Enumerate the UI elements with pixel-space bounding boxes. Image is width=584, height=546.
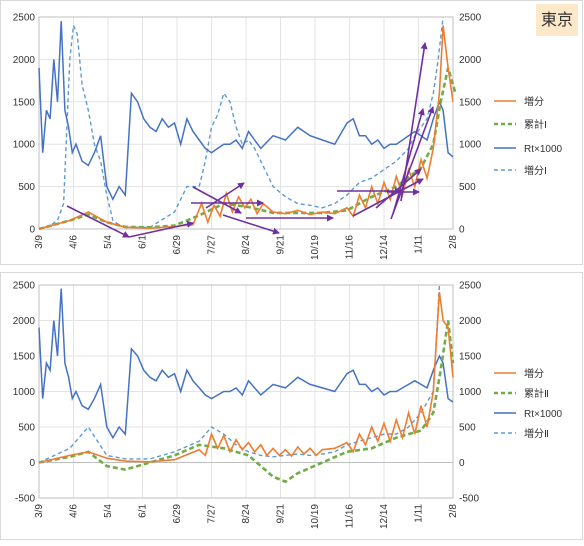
y-tick-label: 0 xyxy=(29,458,35,469)
x-tick-label: 10/19 xyxy=(310,235,321,260)
annotation-arrow xyxy=(390,106,435,220)
x-tick-label: 7/27 xyxy=(207,504,218,524)
legend-label: 累計Ⅰ xyxy=(524,118,547,131)
y-tick-label: 1500 xyxy=(13,352,36,363)
y-tick-label: 2500 xyxy=(13,13,36,24)
legend-label: 増分 xyxy=(524,367,544,380)
chart-panel-top: 0 500 1000 1500 2000 2500 0 500 1000 1500 2000 2500… xyxy=(0,0,583,265)
x-tick-label: 12/14 xyxy=(379,504,390,529)
annotation-arrow xyxy=(205,182,245,209)
x-tick-label: 6/29 xyxy=(172,504,183,524)
y2-tick-label: 0 xyxy=(459,225,465,236)
y2-tick-label: 500 xyxy=(459,182,476,193)
x-tick-label: 4/6 xyxy=(69,235,80,249)
y-tick-label: 0 xyxy=(29,225,35,236)
x-tick-label: 4/6 xyxy=(69,504,80,518)
y-tick-label: 2000 xyxy=(13,55,36,66)
y-tick-label: -500 xyxy=(15,494,35,505)
annotation-arrow xyxy=(128,220,194,238)
annotation-arrow xyxy=(222,214,280,235)
y2-tick-label: 1000 xyxy=(459,387,482,398)
y2-tick-label: 2000 xyxy=(459,55,482,66)
x-tick-label: 8/24 xyxy=(241,504,252,524)
y2-tick-label: -500 xyxy=(459,494,479,505)
y-tick-label: 2000 xyxy=(13,316,36,327)
x-tick-label: 3/9 xyxy=(34,235,45,249)
y2-tick-label: 1000 xyxy=(459,140,482,151)
x-tick-label: 2/8 xyxy=(448,235,459,249)
region-badge: 東京 xyxy=(536,4,578,36)
series-line-3 xyxy=(38,284,441,464)
x-tick-label: 5/4 xyxy=(103,504,114,518)
y2-tick-label: 1500 xyxy=(459,352,482,363)
annotation-arrow xyxy=(392,108,425,215)
legend-label: 増分Ⅱ xyxy=(524,427,549,440)
x-tick-label: 9/21 xyxy=(276,235,287,255)
legend-label: 累計Ⅱ xyxy=(524,387,549,400)
x-tick-label: 6/29 xyxy=(172,235,183,255)
x-tick-label: 2/8 xyxy=(448,504,459,518)
x-tick-label: 1/11 xyxy=(414,235,425,254)
series-line-0 xyxy=(38,291,454,464)
plot-area xyxy=(38,284,454,499)
x-tick-label: 6/1 xyxy=(138,235,149,249)
x-tick-label: 11/16 xyxy=(345,504,356,529)
x-tick-label: 6/1 xyxy=(138,504,149,518)
series-line-2 xyxy=(38,21,454,202)
y2-tick-label: 500 xyxy=(459,423,476,434)
series-line-1 xyxy=(38,67,457,231)
y-tick-label: 500 xyxy=(18,182,35,193)
y2-tick-label: 1500 xyxy=(459,97,482,108)
y-tick-label: 1500 xyxy=(13,97,36,108)
x-tick-label: 5/4 xyxy=(103,235,114,249)
annotation-arrow xyxy=(375,168,422,209)
x-tick-label: 10/19 xyxy=(310,504,321,529)
series-line-2 xyxy=(38,288,454,440)
series-line-1 xyxy=(38,320,455,484)
x-tick-label: 3/9 xyxy=(34,504,45,518)
y-tick-label: 2500 xyxy=(13,281,36,292)
x-tick-label: 12/14 xyxy=(379,235,390,260)
x-tick-label: 7/27 xyxy=(207,235,218,255)
series-line-3 xyxy=(38,16,444,230)
y-tick-label: 500 xyxy=(18,423,35,434)
x-tick-label: 9/21 xyxy=(276,504,287,524)
x-tick-label: 8/24 xyxy=(241,235,252,255)
chart-panel-bottom: -500 0 500 1000 1500 2000 2500 -500 0 500 1000 1500… xyxy=(0,272,583,540)
legend-label: 増分Ⅰ xyxy=(524,164,547,177)
y2-tick-label: 0 xyxy=(459,458,465,469)
annotation-arrow xyxy=(66,205,130,238)
annotation-arrow xyxy=(400,42,428,202)
y2-tick-label: 2000 xyxy=(459,316,482,327)
plot-area xyxy=(38,16,454,230)
legend-label: Rt×1000 xyxy=(524,409,563,420)
y2-tick-label: 2500 xyxy=(459,13,482,24)
x-tick-label: 11/16 xyxy=(345,235,356,260)
chart-bottom-svg: -500 0 500 1000 1500 2000 2500 -500 0 500 1000 1500… xyxy=(13,281,563,530)
y-tick-label: 1000 xyxy=(13,140,36,151)
legend-label: Rt×1000 xyxy=(524,144,563,155)
legend-label: 増分 xyxy=(524,95,544,108)
chart-top-svg: 0 500 1000 1500 2000 2500 0 500 1000 1500 2000 2500… xyxy=(13,13,563,261)
x-tick-label: 1/11 xyxy=(414,504,425,523)
y-tick-label: 1000 xyxy=(13,387,36,398)
y2-tick-label: 2500 xyxy=(459,281,482,292)
